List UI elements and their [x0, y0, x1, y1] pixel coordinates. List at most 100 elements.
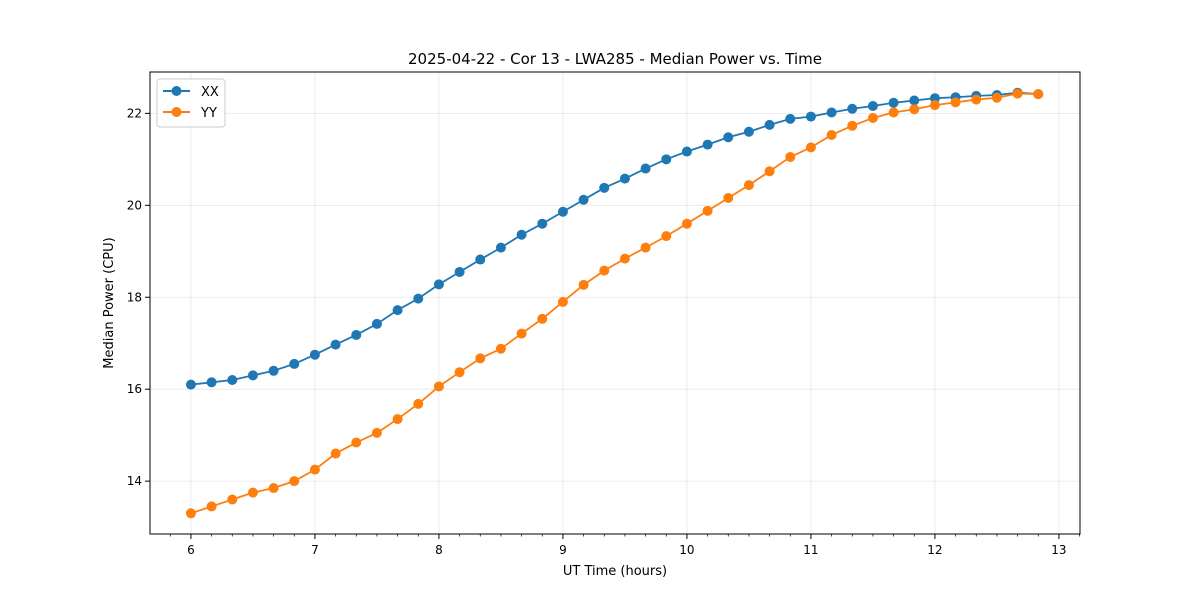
- data-point-yy: [289, 476, 300, 487]
- y-tick-label: 18: [127, 290, 142, 304]
- data-point-xx: [495, 242, 506, 253]
- grid: [150, 72, 1080, 534]
- data-point-yy: [1033, 89, 1044, 100]
- data-point-xx: [764, 119, 775, 130]
- data-point-yy: [227, 494, 238, 505]
- x-axis-label: UT Time (hours): [563, 564, 667, 579]
- x-tick-label: 7: [311, 543, 319, 557]
- data-point-xx: [599, 182, 610, 193]
- data-point-xx: [433, 279, 444, 290]
- data-point-yy: [867, 112, 878, 123]
- data-point-xx: [247, 370, 258, 381]
- data-point-yy: [847, 120, 858, 131]
- data-point-xx: [371, 318, 382, 329]
- data-point-yy: [433, 381, 444, 392]
- data-point-yy: [619, 253, 630, 264]
- data-point-xx: [578, 194, 589, 205]
- data-point-xx: [681, 146, 692, 157]
- legend-label-yy: YY: [200, 106, 217, 121]
- data-point-yy: [888, 107, 899, 118]
- data-point-xx: [413, 293, 424, 304]
- y-tick-label: 22: [127, 106, 142, 120]
- data-point-yy: [723, 192, 734, 203]
- data-point-yy: [661, 231, 672, 242]
- data-point-xx: [557, 206, 568, 217]
- data-point-xx: [309, 349, 320, 360]
- data-point-xx: [227, 375, 238, 385]
- data-point-yy: [537, 313, 548, 324]
- legend: XX YY: [156, 78, 226, 128]
- chart-title: 2025-04-22 - Cor 13 - LWA285 - Median Po…: [408, 50, 822, 68]
- data-point-yy: [929, 100, 940, 111]
- y-axis-label: Median Power (CPU): [102, 237, 117, 368]
- data-point-xx: [805, 111, 816, 122]
- legend-marker-xx: [171, 86, 182, 96]
- data-point-yy: [309, 464, 320, 475]
- x-tick-label: 13: [1051, 543, 1066, 557]
- data-point-xx: [929, 93, 940, 104]
- data-point-yy: [185, 508, 196, 519]
- x-tick-label: 12: [927, 543, 942, 557]
- legend-label-xx: XX: [201, 85, 219, 100]
- data-point-yy: [454, 367, 465, 378]
- data-point-yy: [495, 343, 506, 354]
- data-point-yy: [991, 92, 1002, 103]
- data-point-yy: [516, 328, 527, 339]
- ticks: 6 7 8 9 10 11 12 13 14 16 18 20 22: [127, 106, 1080, 557]
- data-point-xx: [185, 379, 196, 390]
- x-tick-label: 11: [803, 543, 818, 557]
- y-tick-label: 16: [127, 382, 142, 396]
- data-point-xx: [392, 305, 403, 316]
- data-point-xx: [516, 229, 527, 240]
- x-tick-label: 9: [559, 543, 567, 557]
- plot-frame: [149, 71, 1081, 535]
- data-point-xx: [206, 377, 217, 388]
- data-point-xx: [351, 329, 362, 340]
- x-tick-label: 10: [679, 543, 694, 557]
- data-point-yy: [971, 94, 982, 105]
- data-point-xx: [743, 126, 754, 137]
- data-point-yy: [330, 448, 341, 459]
- data-point-yy: [599, 265, 610, 276]
- data-point-xx: [661, 154, 672, 165]
- data-point-xx: [330, 339, 341, 350]
- data-point-xx: [847, 103, 858, 114]
- data-point-yy: [785, 152, 796, 163]
- y-tick-label: 14: [127, 474, 142, 488]
- series-layer: [185, 87, 1044, 519]
- x-tick-label: 8: [435, 543, 443, 557]
- data-point-yy: [1012, 88, 1023, 99]
- data-point-yy: [702, 205, 713, 216]
- data-point-yy: [826, 129, 837, 140]
- legend-marker-yy: [171, 107, 182, 117]
- data-point-yy: [557, 296, 568, 307]
- data-point-xx: [867, 101, 878, 112]
- data-point-xx: [723, 132, 734, 143]
- data-point-xx: [888, 97, 899, 108]
- data-point-xx: [826, 107, 837, 118]
- data-point-xx: [289, 358, 300, 369]
- data-point-yy: [371, 427, 382, 438]
- data-point-yy: [475, 353, 486, 364]
- data-point-yy: [413, 398, 424, 409]
- data-point-yy: [743, 180, 754, 191]
- data-point-xx: [785, 113, 796, 124]
- data-point-yy: [268, 483, 279, 494]
- data-point-yy: [206, 501, 217, 512]
- data-point-xx: [909, 95, 920, 106]
- data-point-yy: [764, 166, 775, 177]
- data-point-yy: [681, 218, 692, 229]
- data-point-xx: [640, 163, 651, 174]
- x-tick-label: 6: [187, 543, 195, 557]
- series-yy: [185, 88, 1044, 519]
- data-point-yy: [351, 437, 362, 448]
- data-point-xx: [702, 139, 713, 150]
- data-point-yy: [247, 487, 258, 498]
- data-point-xx: [537, 218, 548, 229]
- data-point-xx: [268, 365, 279, 376]
- data-point-yy: [392, 414, 403, 425]
- data-point-yy: [640, 242, 651, 253]
- data-point-yy: [805, 142, 816, 153]
- data-point-yy: [578, 279, 589, 290]
